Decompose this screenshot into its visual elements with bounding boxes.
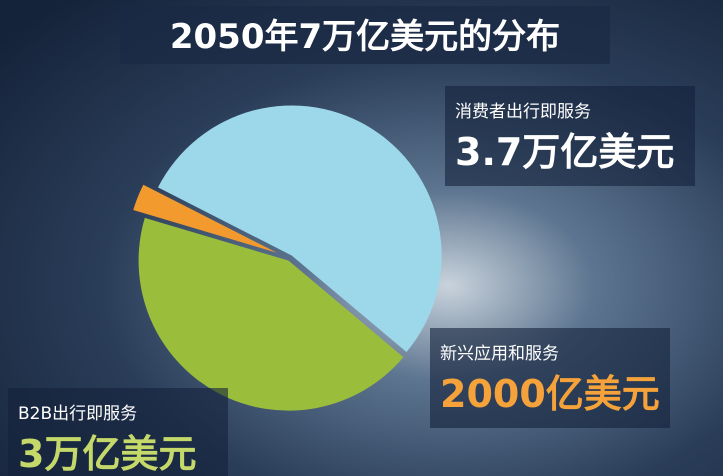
label-box [445, 86, 695, 186]
pie-slice [158, 105, 442, 353]
category-label: 新兴应用和服务 [440, 344, 559, 364]
value-label: 3万亿美元 [18, 432, 196, 476]
value-label: 2000亿美元 [440, 372, 660, 416]
value-label: 3.7万亿美元 [455, 130, 674, 174]
pie-slice [138, 217, 404, 411]
pie-slice [133, 184, 277, 253]
category-label: 消费者出行即服务 [455, 102, 591, 122]
category-label: B2B出行即服务 [18, 404, 137, 424]
title-box [120, 6, 610, 64]
chart-title: 2050年7万亿美元的分布 [170, 17, 560, 57]
label-box [430, 328, 670, 428]
label-box [8, 388, 228, 476]
